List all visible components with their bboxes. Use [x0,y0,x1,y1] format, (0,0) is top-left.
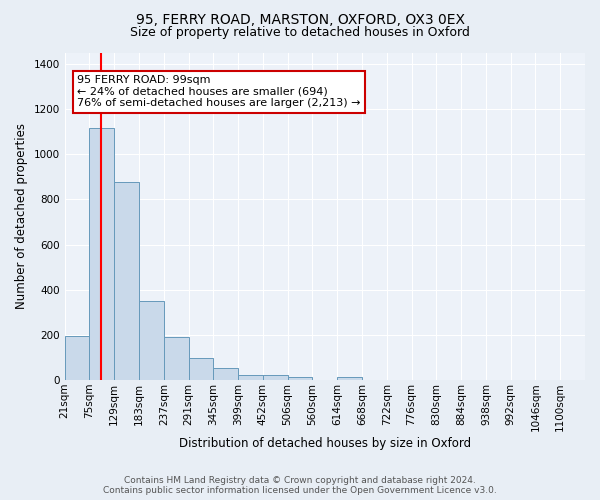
Bar [214,368,238,380]
Bar [188,358,214,380]
Bar [164,337,188,380]
Text: Contains HM Land Registry data © Crown copyright and database right 2024.
Contai: Contains HM Land Registry data © Crown c… [103,476,497,495]
Bar [114,182,139,380]
Bar [139,301,164,380]
Y-axis label: Number of detached properties: Number of detached properties [15,124,28,310]
Text: 95, FERRY ROAD, MARSTON, OXFORD, OX3 0EX: 95, FERRY ROAD, MARSTON, OXFORD, OX3 0EX [136,12,464,26]
Bar [238,375,263,380]
Bar [89,128,114,380]
X-axis label: Distribution of detached houses by size in Oxford: Distribution of detached houses by size … [179,437,471,450]
Bar [263,375,287,380]
Text: Size of property relative to detached houses in Oxford: Size of property relative to detached ho… [130,26,470,39]
Text: 95 FERRY ROAD: 99sqm
← 24% of detached houses are smaller (694)
76% of semi-deta: 95 FERRY ROAD: 99sqm ← 24% of detached h… [77,75,361,108]
Bar [287,376,313,380]
Bar [337,376,362,380]
Bar [65,336,89,380]
